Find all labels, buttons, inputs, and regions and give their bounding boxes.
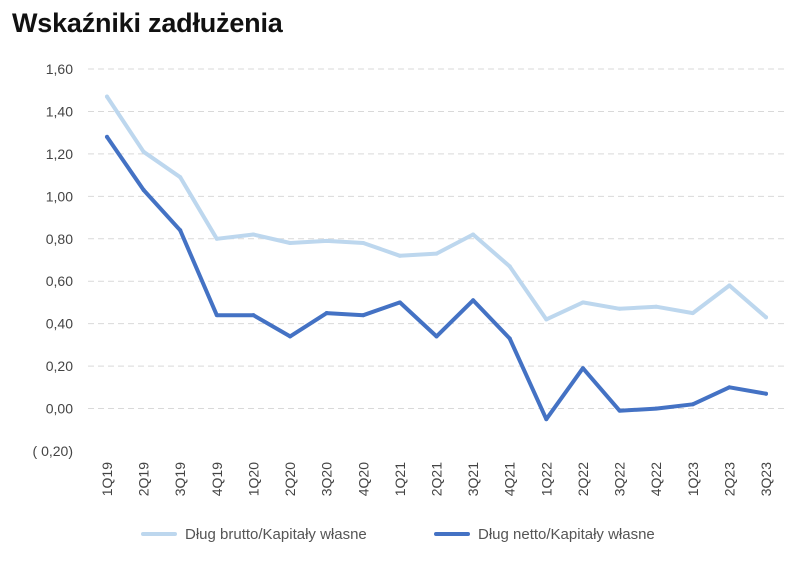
y-tick-label: 0,40 bbox=[46, 316, 73, 332]
data-point bbox=[361, 313, 366, 318]
data-point bbox=[288, 334, 293, 339]
x-tick-label: 1Q23 bbox=[685, 462, 701, 496]
data-point bbox=[288, 241, 293, 246]
data-point bbox=[178, 228, 183, 233]
data-point bbox=[507, 336, 512, 341]
data-point bbox=[105, 134, 109, 139]
x-tick-label: 2Q21 bbox=[429, 462, 445, 496]
x-tick-label: 2Q19 bbox=[136, 462, 152, 496]
y-tick-label: 1,20 bbox=[46, 146, 73, 162]
y-tick-label: ( 0,20) bbox=[33, 443, 73, 459]
y-axis-ticks: 1,60 1,40 1,20 1,00 0,80 0,60 0,40 0,20 0,00 ( 0,… bbox=[33, 61, 74, 459]
data-point bbox=[471, 298, 476, 303]
x-tick-label: 3Q20 bbox=[319, 462, 335, 496]
data-point bbox=[434, 251, 439, 256]
x-tick-label: 1Q19 bbox=[99, 462, 115, 496]
y-tick-label: 0,20 bbox=[46, 358, 73, 374]
data-point bbox=[178, 175, 183, 180]
data-point bbox=[141, 149, 146, 154]
x-tick-label: 4Q20 bbox=[355, 462, 371, 496]
data-point bbox=[764, 391, 768, 396]
data-point bbox=[251, 313, 256, 318]
data-point bbox=[654, 406, 659, 411]
x-tick-label: 4Q22 bbox=[648, 462, 664, 496]
x-tick-label: 4Q21 bbox=[502, 462, 518, 496]
x-tick-label: 3Q19 bbox=[172, 462, 188, 496]
data-point bbox=[397, 300, 402, 305]
chart-title: Wskaźniki zadłużenia bbox=[12, 8, 283, 38]
series-lines bbox=[105, 94, 768, 422]
data-point bbox=[727, 283, 732, 288]
x-tick-label: 1Q20 bbox=[245, 462, 261, 496]
data-point bbox=[544, 317, 549, 322]
series-line-1 bbox=[105, 134, 768, 422]
gridlines bbox=[88, 68, 785, 410]
x-tick-label: 4Q19 bbox=[209, 462, 225, 496]
data-point bbox=[324, 311, 329, 316]
data-point bbox=[507, 264, 512, 269]
data-point bbox=[617, 306, 622, 311]
y-tick-label: 1,00 bbox=[46, 188, 73, 204]
data-point bbox=[580, 366, 585, 371]
data-point bbox=[251, 232, 256, 237]
legend-label: Dług netto/Kapitały własne bbox=[478, 526, 655, 543]
data-point bbox=[727, 385, 732, 390]
x-axis-ticks: 1Q19 2Q19 3Q19 4Q19 1Q20 2Q20 3Q20 4Q20 1Q21 2Q21… bbox=[99, 462, 774, 496]
data-point bbox=[471, 232, 476, 237]
y-tick-label: 0,60 bbox=[46, 273, 73, 289]
data-point bbox=[214, 313, 219, 318]
data-point bbox=[690, 402, 695, 407]
y-tick-label: 0,80 bbox=[46, 231, 73, 247]
x-tick-label: 3Q23 bbox=[758, 462, 774, 496]
y-tick-label: 1,60 bbox=[46, 61, 73, 77]
data-point bbox=[141, 187, 146, 192]
x-tick-label: 2Q22 bbox=[575, 462, 591, 496]
data-point bbox=[434, 334, 439, 339]
x-tick-label: 3Q22 bbox=[612, 462, 628, 496]
data-point bbox=[105, 94, 109, 99]
data-point bbox=[654, 304, 659, 309]
data-point bbox=[214, 236, 219, 241]
data-point bbox=[617, 408, 622, 413]
data-point bbox=[361, 241, 366, 246]
x-tick-label: 2Q20 bbox=[282, 462, 298, 496]
legend: Dług brutto/Kapitały własne Dług netto/Ka… bbox=[141, 526, 655, 543]
data-point bbox=[324, 238, 329, 243]
y-tick-label: 0,00 bbox=[46, 401, 73, 417]
x-tick-label: 2Q23 bbox=[721, 462, 737, 496]
x-tick-label: 1Q21 bbox=[392, 462, 408, 496]
data-point bbox=[690, 311, 695, 316]
data-point bbox=[544, 417, 549, 422]
y-tick-label: 1,40 bbox=[46, 103, 73, 119]
x-tick-label: 1Q22 bbox=[538, 462, 554, 496]
data-point bbox=[397, 253, 402, 258]
data-point bbox=[580, 300, 585, 305]
legend-label: Dług brutto/Kapitały własne bbox=[185, 526, 367, 543]
data-point bbox=[764, 315, 768, 320]
x-tick-label: 3Q21 bbox=[465, 462, 481, 496]
